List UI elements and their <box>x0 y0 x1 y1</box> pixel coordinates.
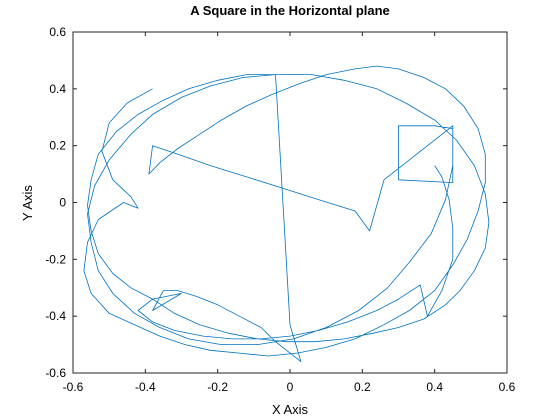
x-tick-label: -0.6 <box>63 380 84 394</box>
y-tick-label: 0.6 <box>49 25 66 39</box>
y-tick-label: -0.6 <box>45 366 66 380</box>
y-tick-label: 0.2 <box>49 139 66 153</box>
x-tick-label: 0 <box>287 380 294 394</box>
x-axis-ticks: -0.6 -0.4 -0.2 0 0.2 0.4 0.6 <box>63 32 516 394</box>
y-axis-label: Y Axis <box>20 185 35 221</box>
chart-title: A Square in the Horizontal plane <box>190 3 390 18</box>
x-tick-label: 0.4 <box>426 380 443 394</box>
y-tick-label: -0.4 <box>45 309 66 323</box>
y-axis-ticks: -0.6 -0.4 -0.2 0 0.2 0.4 0.6 <box>45 25 507 380</box>
x-tick-label: 0.2 <box>354 380 371 394</box>
y-tick-label: 0 <box>59 196 66 210</box>
y-tick-label: -0.2 <box>45 252 66 266</box>
series-line-0 <box>83 65 490 363</box>
x-tick-label: -0.2 <box>207 380 228 394</box>
x-tick-label: 0.6 <box>499 380 516 394</box>
y-tick-label: 0.4 <box>49 82 66 96</box>
series-group <box>83 65 490 363</box>
x-axis-label: X Axis <box>272 402 309 417</box>
x-tick-label: -0.4 <box>135 380 156 394</box>
